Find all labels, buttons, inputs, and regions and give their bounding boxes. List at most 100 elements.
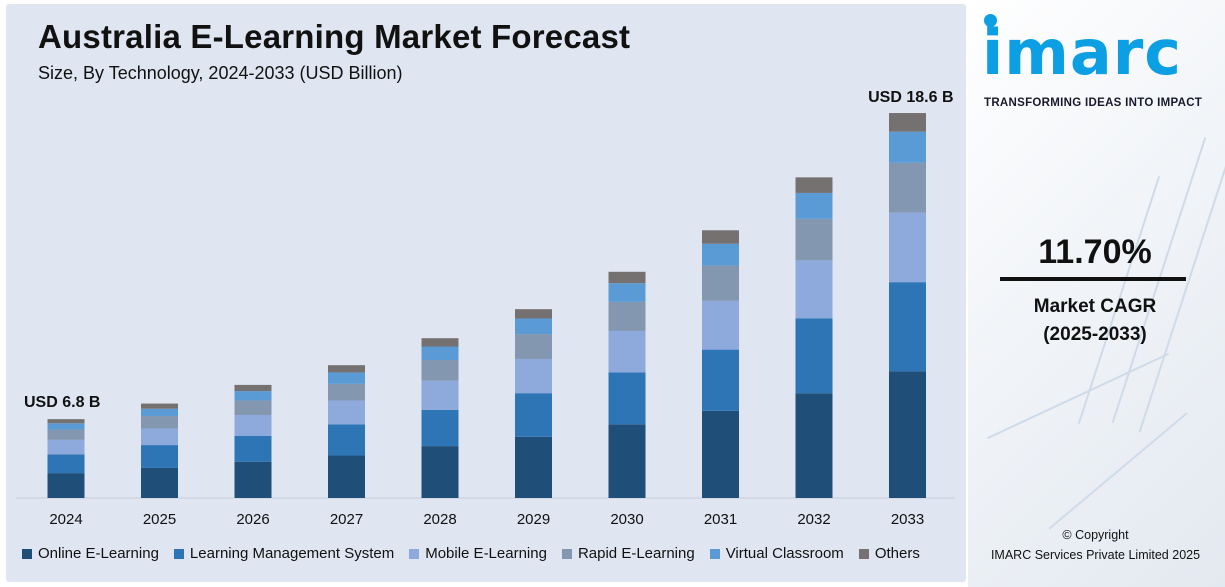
bar-segment — [702, 349, 739, 411]
logo-dot — [984, 14, 997, 27]
chart-title: Australia E-Learning Market Forecast — [38, 18, 631, 55]
bar-segment — [47, 473, 85, 498]
cagr-value: 11.70% — [1038, 233, 1152, 271]
bar-segment — [889, 131, 926, 163]
legend-label: Others — [874, 545, 920, 562]
bar-segment — [795, 318, 833, 394]
bar-segment — [47, 423, 85, 430]
x-tick-label: 2024 — [49, 511, 82, 528]
bar-segment — [608, 301, 646, 331]
bar-segment — [421, 380, 459, 410]
bar-segment — [889, 371, 926, 498]
bar-segment — [889, 162, 926, 213]
legend-item: Learning Management System — [173, 545, 395, 562]
bar-segment — [702, 230, 739, 244]
decorative-line — [1048, 412, 1188, 530]
bar-segment — [795, 177, 833, 193]
stacked-bar-chart: 2024 2025 2026 2027 2028 2029 2030 2031 2032 2033… — [16, 89, 955, 528]
bar-segment — [515, 436, 552, 498]
bar-segment — [889, 113, 926, 132]
bar-segment — [795, 393, 833, 498]
total-label: USD 18.6 B — [868, 89, 953, 106]
bar-segment — [234, 414, 272, 436]
bar-segment — [421, 359, 459, 381]
bar-segment — [234, 435, 272, 462]
bar-segment — [47, 454, 85, 474]
x-tick-label: 2029 — [517, 511, 550, 528]
x-tick-label: 2033 — [891, 511, 924, 528]
bar-segment — [141, 428, 178, 446]
legend-swatch — [173, 548, 184, 559]
bar-segment — [328, 383, 365, 401]
bar-segment — [234, 400, 272, 415]
copyright-text: © Copyright — [1062, 528, 1129, 542]
bar-segment — [328, 372, 365, 384]
bar-segment — [515, 393, 552, 437]
legend-label: Learning Management System — [189, 545, 395, 562]
bar-segment — [702, 300, 739, 350]
legend-item: Others — [858, 545, 920, 562]
bar-segment — [608, 424, 646, 498]
bar-segment — [608, 271, 646, 284]
legend-label: Virtual Classroom — [725, 545, 844, 562]
bar-segment — [702, 243, 739, 266]
bar-segment — [141, 416, 178, 429]
sidebar-panel: imarc TRANSFORMING IDEAS INTO IMPACT 11.… — [968, 0, 1225, 587]
total-label: USD 6.8 B — [24, 394, 100, 411]
cagr-period: (2025-2033) — [1043, 324, 1147, 345]
bar-segment — [795, 192, 833, 219]
imarc-logo: imarc — [982, 16, 1183, 89]
x-tick-label: 2027 — [330, 511, 363, 528]
legend-item: Rapid E-Learning — [561, 545, 695, 562]
bar-segment — [141, 403, 178, 409]
x-tick-label: 2028 — [423, 511, 456, 528]
cagr-divider — [1000, 277, 1186, 281]
bar-segment — [608, 330, 646, 373]
x-tick-label: 2032 — [797, 511, 830, 528]
bar-segment — [608, 283, 646, 302]
legend-swatch — [409, 548, 420, 559]
bar-segment — [421, 338, 459, 347]
bar-segment — [889, 212, 926, 283]
bar-segment — [515, 334, 552, 359]
bar-segment — [234, 384, 272, 392]
legend-swatch — [858, 548, 869, 559]
logo-tagline: TRANSFORMING IDEAS INTO IMPACT — [984, 97, 1203, 109]
bar-segment — [328, 365, 365, 373]
x-tick-label: 2026 — [236, 511, 269, 528]
company-name: IMARC Services Private Limited 2025 — [990, 548, 1201, 562]
bar-segment — [47, 439, 85, 455]
chart-legend: Online E-Learning Learning Management Sys… — [22, 545, 935, 562]
x-tick-label: 2025 — [143, 511, 176, 528]
legend-label: Mobile E-Learning — [425, 545, 547, 562]
legend-item: Online E-Learning — [22, 545, 159, 562]
bar-segment — [795, 218, 833, 261]
legend-item: Mobile E-Learning — [409, 545, 547, 562]
bar-segment — [421, 446, 459, 498]
x-tick-label: 2030 — [610, 511, 643, 528]
bar-segment — [234, 461, 272, 498]
bar-segment — [515, 358, 552, 394]
x-tick-label: 2031 — [704, 511, 737, 528]
legend-item: Virtual Classroom — [709, 545, 844, 562]
bar-segment — [328, 424, 365, 456]
bar-segment — [234, 391, 272, 401]
bar-segment — [141, 467, 178, 498]
bar-segment — [889, 282, 926, 372]
bar-segment — [328, 455, 365, 498]
bar-segment — [608, 372, 646, 425]
bar-segment — [515, 318, 552, 335]
legend-label: Rapid E-Learning — [577, 545, 695, 562]
bar-segment — [47, 419, 85, 424]
legend-swatch — [22, 548, 32, 559]
bar-segment — [421, 409, 459, 447]
legend-swatch — [561, 548, 572, 559]
bar-segment — [47, 429, 85, 440]
bar-segment — [702, 265, 739, 301]
chart-subtitle: Size, By Technology, 2024-2033 (USD Bill… — [38, 63, 403, 83]
bar-segment — [328, 400, 365, 425]
bar-segment — [141, 408, 178, 417]
legend-swatch — [709, 548, 720, 559]
legend-label: Online E-Learning — [38, 545, 159, 562]
cagr-label: Market CAGR — [1033, 296, 1157, 317]
